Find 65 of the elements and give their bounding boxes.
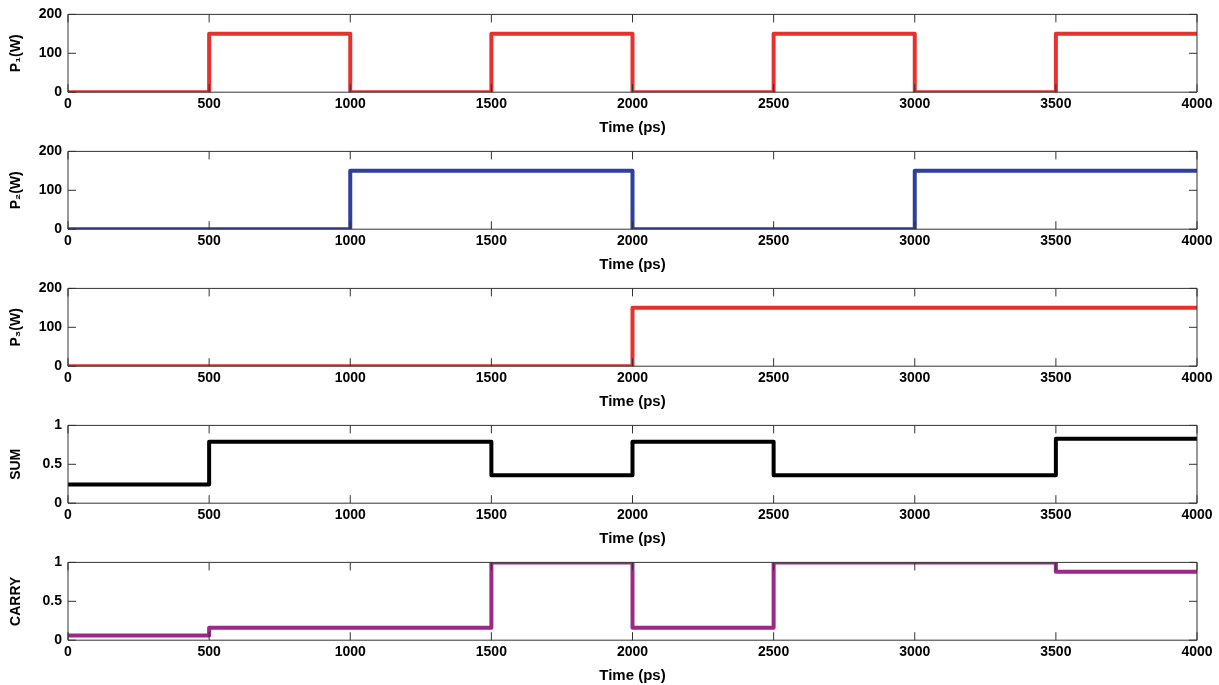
x-tick-label: 1000 [334, 369, 367, 386]
x-tick-label: 500 [197, 369, 222, 386]
x-tick-label: 4000 [1181, 369, 1213, 386]
x-tick-label: 3500 [1040, 643, 1072, 660]
x-tick-label: 1500 [475, 643, 508, 660]
y-tick-label: 1 [54, 416, 63, 433]
x-tick-label: 1000 [334, 643, 367, 660]
y-tick-label: 100 [38, 44, 63, 61]
x-tick-label: 2000 [616, 95, 649, 112]
x-tick-label: 1500 [475, 95, 508, 112]
x-tick-label: 3500 [1040, 506, 1072, 523]
x-tick-label: 2500 [758, 506, 790, 523]
y-tick-label: 1 [54, 553, 63, 570]
x-tick-label: 3500 [1040, 232, 1072, 249]
x-tick-label: 3500 [1040, 95, 1072, 112]
x-tick-label: 2000 [616, 506, 649, 523]
x-tick-label: 500 [197, 643, 222, 660]
x-tick-label: 2500 [758, 369, 790, 386]
y-axis-title: P₁(W) [7, 34, 24, 73]
x-tick-label: 4000 [1181, 506, 1213, 523]
x-tick-label: 1000 [334, 506, 367, 523]
y-tick-label: 100 [38, 181, 63, 198]
y-tick-label: 0 [54, 631, 63, 648]
x-tick-label: 1500 [475, 506, 508, 523]
y-tick-label: 200 [38, 5, 63, 22]
x-tick-label: 1500 [475, 232, 508, 249]
x-tick-label: 4000 [1181, 232, 1213, 249]
y-axis-title: CARRY [7, 576, 24, 626]
y-axis-title: P₃(W) [7, 308, 24, 347]
y-tick-label: 0 [54, 494, 63, 511]
x-tick-label: 1000 [334, 232, 367, 249]
y-axis-title: SUM [7, 448, 24, 480]
x-tick-label: 2000 [616, 369, 649, 386]
x-tick-label: 4000 [1181, 95, 1213, 112]
x-tick-label: 3000 [899, 506, 931, 523]
y-tick-label: 0.5 [42, 455, 63, 472]
y-tick-label: 200 [38, 279, 63, 296]
x-tick-label: 3000 [899, 232, 931, 249]
x-tick-label: 3000 [899, 95, 931, 112]
x-tick-label: 1500 [475, 369, 508, 386]
x-axis-title: Time (ps) [599, 255, 666, 273]
y-axis-title: P₂(W) [7, 171, 24, 210]
y-tick-label: 0 [54, 83, 63, 100]
y-tick-label: 0.5 [42, 592, 63, 609]
x-axis-title: Time (ps) [599, 529, 666, 547]
x-tick-label: 2000 [616, 643, 649, 660]
x-tick-label: 2000 [616, 232, 649, 249]
y-tick-label: 200 [38, 142, 63, 159]
x-axis-title: Time (ps) [599, 392, 666, 410]
y-tick-label: 0 [54, 220, 63, 237]
x-tick-label: 500 [197, 95, 222, 112]
x-axis-title: Time (ps) [599, 118, 666, 136]
x-tick-label: 2500 [758, 232, 790, 249]
y-tick-label: 0 [54, 357, 63, 374]
x-tick-label: 3500 [1040, 369, 1072, 386]
x-axis-title: Time (ps) [599, 666, 666, 684]
y-tick-label: 100 [38, 318, 63, 335]
x-tick-label: 2500 [758, 95, 790, 112]
x-tick-label: 2500 [758, 643, 790, 660]
x-tick-label: 4000 [1181, 643, 1213, 660]
x-tick-label: 500 [197, 506, 222, 523]
x-tick-label: 3000 [899, 643, 931, 660]
x-tick-label: 3000 [899, 369, 931, 386]
x-tick-label: 500 [197, 232, 222, 249]
x-tick-label: 1000 [334, 95, 367, 112]
